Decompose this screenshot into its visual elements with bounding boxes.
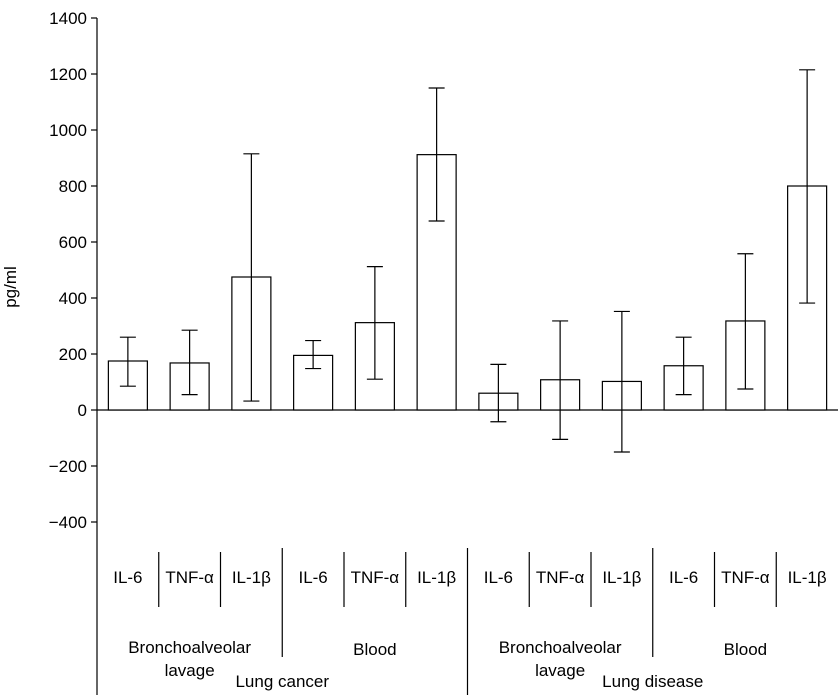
sample-group-label: Blood [353,640,396,659]
y-axis-title: pg/ml [1,266,20,308]
condition-label: Lung cancer [235,672,329,691]
sample-group-label: lavage [165,661,215,680]
plot-area: 1400 1200 1000 800 600 400 200 0 −200 −400 IL-6 TNF… [49,9,838,695]
y-tick-label: 1400 [49,9,87,28]
category-label: TNF-α [721,568,770,587]
category-label: IL-1β [602,568,641,587]
y-tick-label: 400 [59,289,87,308]
category-label: IL-1β [417,568,456,587]
y-tick-label: 800 [59,177,87,196]
condition-label: Lung disease [602,672,703,691]
category-label: IL-6 [484,568,513,587]
category-label: TNF-α [165,568,214,587]
category-label: IL-6 [113,568,142,587]
sample-group-label: lavage [535,661,585,680]
category-label: IL-6 [298,568,327,587]
category-label: TNF-α [351,568,400,587]
category-label: IL-1β [788,568,827,587]
y-tick-label: 200 [59,345,87,364]
category-label: IL-1β [232,568,271,587]
y-tick-label: 1000 [49,121,87,140]
category-label: TNF-α [536,568,585,587]
y-tick-label: 600 [59,233,87,252]
sample-group-label: Bronchoalveolar [128,638,251,657]
y-tick-label: −200 [49,457,87,476]
sample-group-label: Bronchoalveolar [499,638,622,657]
category-label: IL-6 [669,568,698,587]
y-tick-label: 0 [78,401,87,420]
y-tick-label: 1200 [49,65,87,84]
sample-group-label: Blood [724,640,767,659]
y-tick-label: −400 [49,513,87,532]
